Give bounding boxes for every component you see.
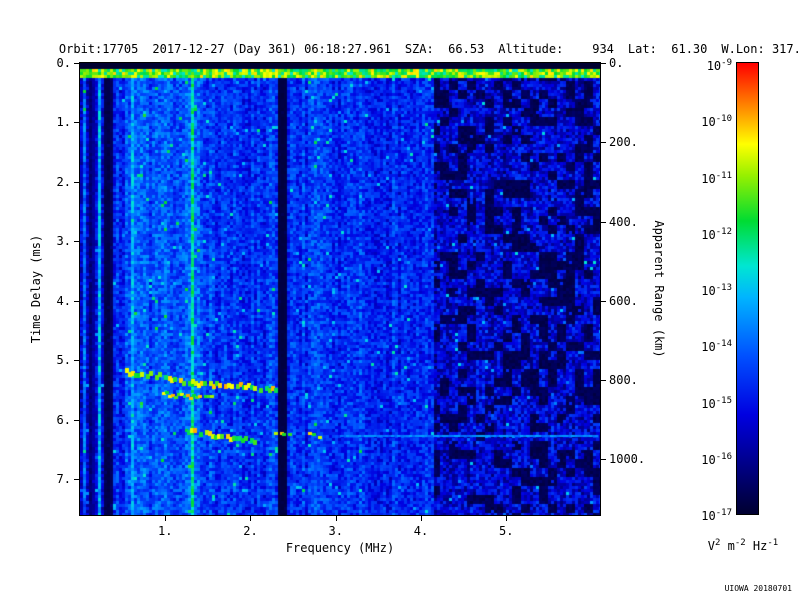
latitude-value: Lat: 61.30	[627, 42, 708, 56]
colorbar-tick-label: 10-11	[701, 170, 732, 186]
west-longitude-value: W.Lon: 317.83	[721, 42, 800, 56]
y-tick-label: 2.	[56, 174, 71, 189]
x-tick-mark	[165, 516, 167, 521]
x-tick-mark	[506, 516, 508, 521]
x-tick-label: 4.	[413, 524, 429, 538]
x-tick-label: 5.	[498, 524, 514, 538]
altitude-value: Altitude: 934	[498, 42, 614, 56]
y-tick-mark	[74, 300, 79, 302]
y-tick-mark	[74, 479, 79, 481]
y-tick-label: 5.	[56, 353, 71, 368]
sza-value: SZA: 66.53	[404, 42, 485, 56]
y-tick-mark	[74, 181, 79, 183]
x-tick-label: 1.	[158, 524, 173, 538]
y-tick-mark	[74, 122, 79, 124]
spectrogram-canvas	[80, 63, 600, 515]
y-tick-mark	[74, 63, 79, 64]
colorbar-tick-label: 10-10	[701, 114, 732, 130]
range-tick-label: 600.	[609, 293, 638, 308]
colorbar-tick-label: 10-15	[701, 395, 732, 411]
x-tick-label: 2.	[243, 524, 258, 538]
range-tick-label: 1000.	[609, 452, 646, 467]
y-axis-label-time-delay: Time Delay (ms)	[29, 234, 43, 344]
y-tick-label: 4.	[56, 293, 71, 308]
credit: UIOWA 20180701	[724, 584, 792, 593]
datetime-value: 2017-12-27 (Day 361) 06:18:27.961	[152, 42, 391, 56]
range-tick-mark	[601, 459, 606, 461]
range-tick-label: 800.	[609, 373, 638, 388]
colorbar-tick-label: 10-9	[706, 58, 732, 73]
header: Orbit:17705 2017-12-27 (Day 361) 06:18:27…	[30, 28, 800, 70]
plot-frame	[79, 62, 601, 516]
y-tick-label: 7.	[56, 472, 71, 487]
y-tick-mark	[74, 241, 79, 243]
colorbar-tick-label: 10-17	[701, 508, 732, 523]
range-tick-mark	[601, 380, 606, 382]
range-tick-mark	[601, 63, 606, 64]
x-axis-label-frequency: Frequency (MHz)	[285, 541, 395, 555]
x-tick-label: 3.	[328, 524, 343, 538]
colorbar-tick-label: 10-14	[701, 339, 732, 355]
x-tick-mark	[250, 516, 252, 521]
colorbar	[736, 62, 759, 515]
range-tick-mark	[601, 300, 606, 302]
colorbar-tick-label: 10-16	[701, 451, 732, 467]
colorbar-unit-label: V2 m-2 Hz-1	[707, 538, 779, 553]
y-tick-label: 1.	[56, 115, 71, 130]
y-tick-label: 3.	[56, 234, 71, 249]
range-tick-mark	[601, 142, 606, 144]
orbit-value: Orbit:17705	[58, 42, 139, 56]
y-tick-mark	[74, 360, 79, 362]
range-tick-label: 400.	[609, 214, 638, 229]
range-tick-mark	[601, 221, 606, 223]
x-tick-mark	[420, 516, 422, 521]
y-axis-label-apparent-range: Apparent Range (km)	[652, 220, 666, 358]
colorbar-tick-label: 10-13	[701, 283, 732, 298]
y-tick-label: 0.	[56, 56, 71, 70]
range-tick-label: 200.	[609, 135, 638, 150]
y-tick-mark	[74, 419, 79, 421]
y-tick-label: 6.	[56, 412, 71, 427]
range-tick-label: 0.	[609, 56, 624, 70]
colorbar-tick-label: 10-12	[701, 226, 732, 242]
x-tick-mark	[335, 516, 337, 521]
